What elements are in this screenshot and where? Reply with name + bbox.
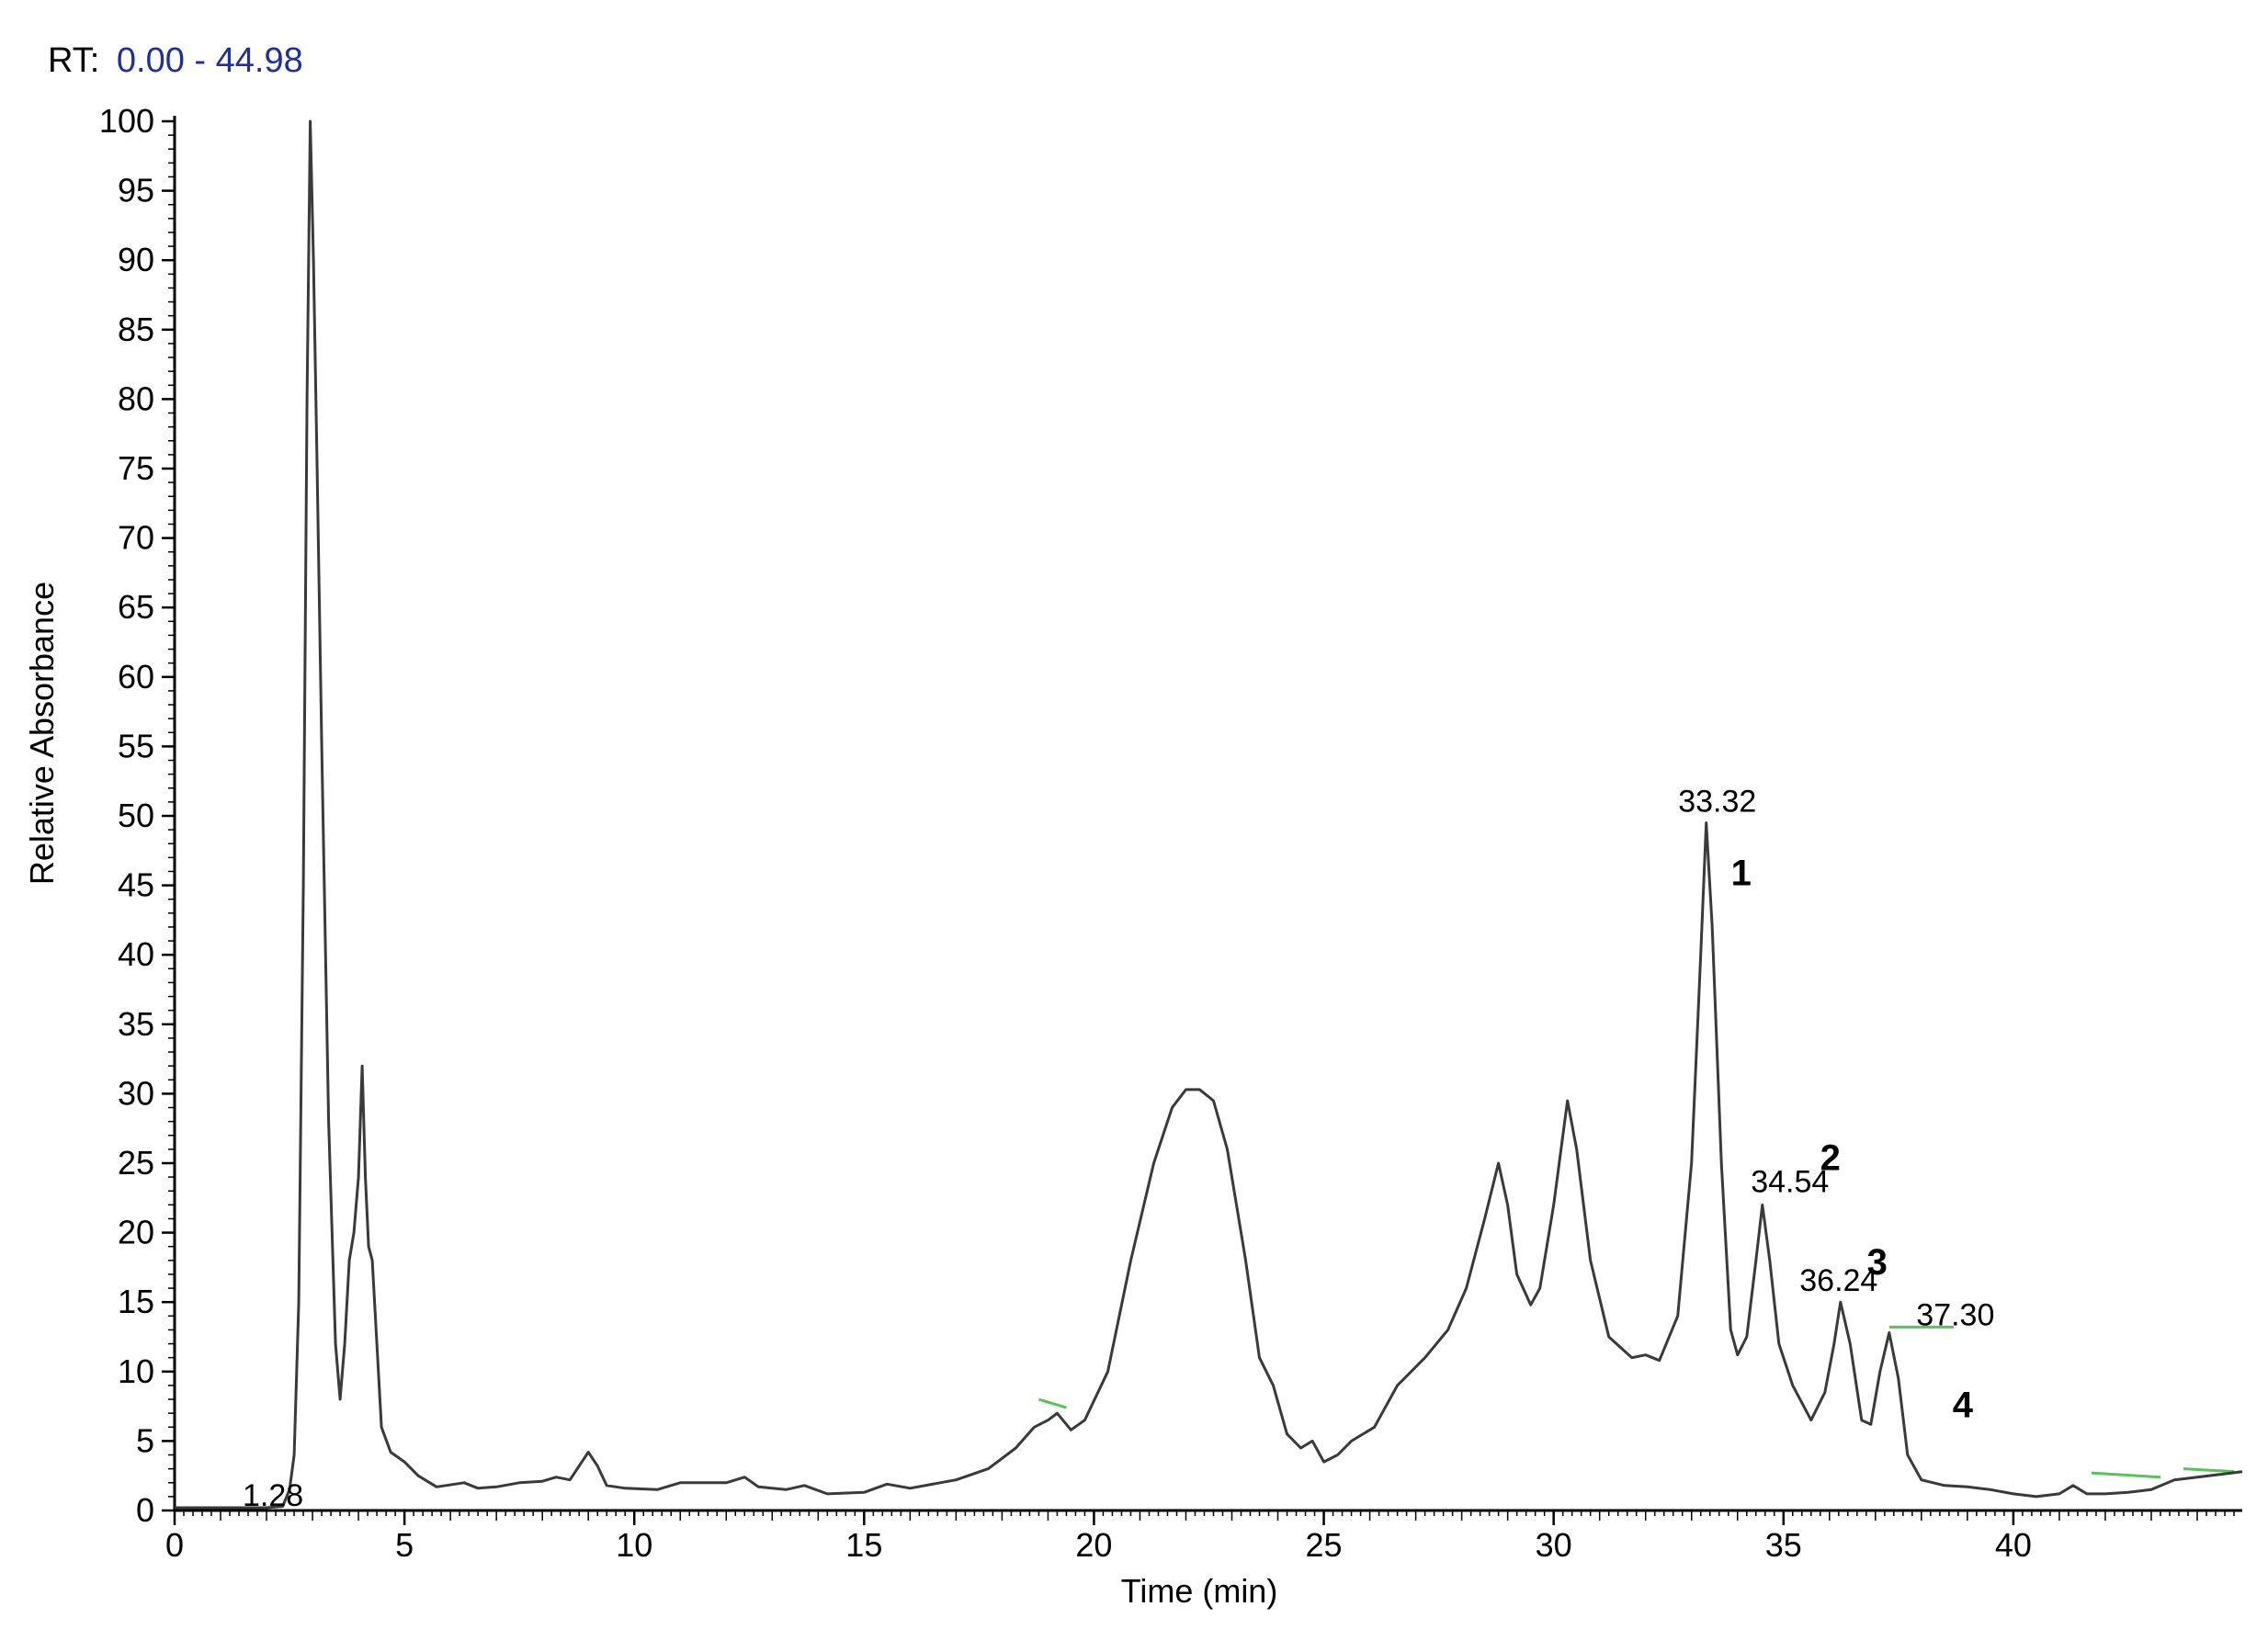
x-tick-label: 0 [165,1526,184,1564]
peak-rt-label: 33.32 [1678,785,1756,820]
y-tick-label: 45 [118,866,154,904]
rt-range: 0.00 - 44.98 [117,41,303,80]
y-tick-label: 25 [118,1144,154,1182]
x-tick-label: 10 [616,1526,652,1564]
peak-number-label: 1 [1731,854,1752,894]
y-tick-label: 20 [118,1214,154,1251]
peak-number-label: 3 [1867,1242,1888,1283]
y-tick-label: 30 [118,1074,154,1112]
y-tick-label: 5 [136,1421,154,1459]
y-tick-label: 70 [118,519,154,557]
y-tick-label: 65 [118,588,154,626]
y-tick-label: 35 [118,1005,154,1043]
x-ticks: 0 5 10 15 20 25 30 35 40 [165,1510,2235,1564]
peak-number-label: 2 [1820,1137,1841,1178]
y-tick-label: 0 [136,1491,154,1529]
y-tick-label: 40 [118,935,154,973]
x-tick-label: 35 [1765,1526,1802,1564]
y-tick-label: 90 [118,241,154,278]
x-tick-label: 30 [1536,1526,1572,1564]
y-tick-label: 15 [118,1283,154,1320]
y-ticks: 0 5 10 15 20 25 30 35 40 45 50 55 60 65 70 75 80 85 90 95 10… [99,102,175,1529]
y-tick-label: 85 [118,311,154,348]
baseline-mark [2183,1467,2235,1474]
x-axis-title: Time (min) [1121,1572,1278,1610]
y-tick-label: 80 [118,379,154,417]
peak-rt-label: 1.28 [243,1478,303,1513]
y-tick-label: 10 [118,1352,154,1390]
peak-number-label: 4 [1953,1385,1974,1425]
y-axis-title: Relative Absorbance [23,582,61,885]
baseline-marks [1038,1325,2235,1479]
x-tick-label: 40 [1995,1526,2032,1564]
axes [173,116,2242,1512]
peak-rt-label: 36.24 [1799,1263,1877,1298]
baseline-mark [1038,1397,1067,1409]
peak-rt-label: 34.54 [1751,1164,1829,1199]
y-tick-label: 60 [118,658,154,696]
y-tick-label: 55 [118,727,154,764]
y-tick-label: 50 [118,797,154,834]
rt-prefix: RT: [48,41,99,80]
y-tick-label: 100 [99,102,154,140]
peak-rt-label: 37.30 [1916,1297,1994,1332]
x-tick-label: 5 [395,1526,414,1564]
chromatogram-trace [175,119,2243,1510]
y-tick-label: 75 [118,449,154,487]
x-tick-label: 15 [845,1526,882,1564]
peak-annotations: 1.28 33.32 34.54 36.24 37.30 1 2 3 4 [243,785,1994,1513]
y-tick-label: 95 [118,172,154,209]
x-tick-label: 20 [1075,1526,1112,1564]
rt-label: RT: 0.00 - 44.98 [48,41,303,80]
x-tick-label: 25 [1306,1526,1343,1564]
baseline-mark [2091,1471,2161,1479]
